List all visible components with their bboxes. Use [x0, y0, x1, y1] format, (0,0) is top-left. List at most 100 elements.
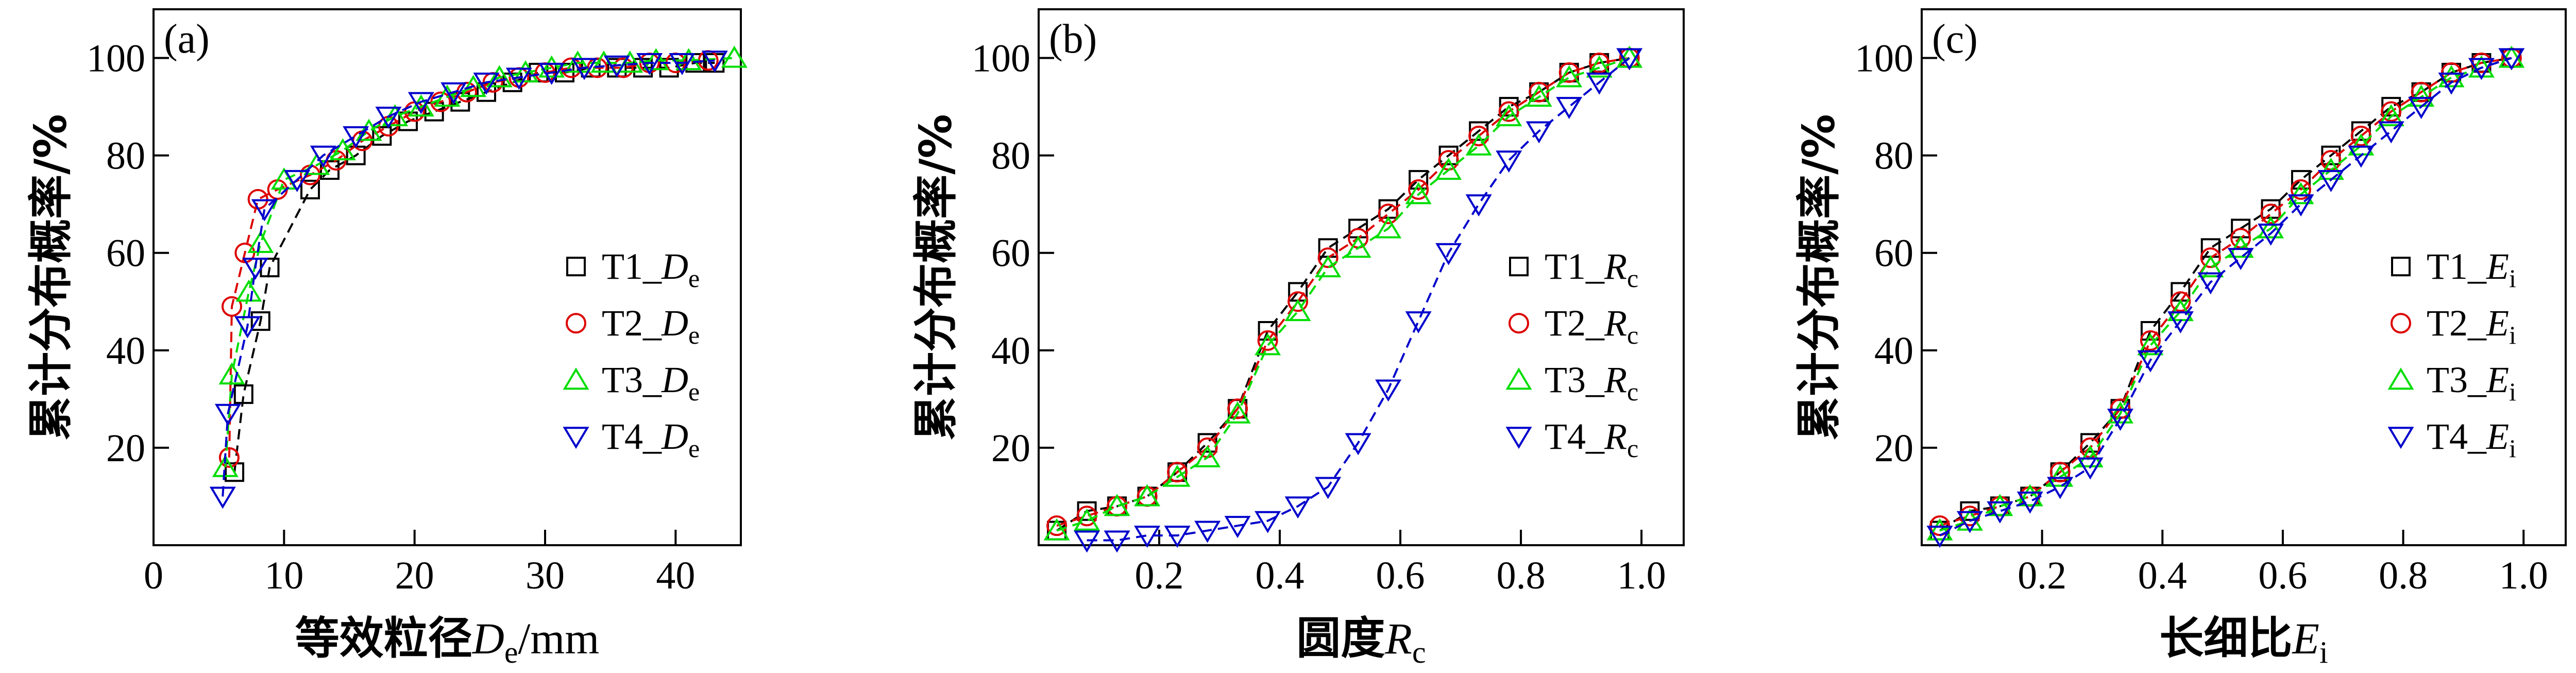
- plot-frame: [152, 8, 742, 546]
- data-point: [2047, 464, 2074, 487]
- x-tick-label: 1.0: [1617, 554, 1666, 597]
- legend-subscript: e: [688, 377, 700, 406]
- legend-subscript: i: [2509, 321, 2516, 349]
- x-tick-label: 40: [656, 554, 695, 597]
- legend-entry: T4_De: [563, 416, 700, 463]
- data-point: [1255, 511, 1281, 533]
- legend-name: T1_: [1545, 246, 1605, 287]
- x-tick-label: 10: [264, 554, 303, 597]
- x-tick-label: 0: [144, 554, 163, 597]
- data-point: [310, 145, 336, 168]
- legend-label: T1_De: [602, 246, 700, 293]
- data-point: [2137, 333, 2164, 356]
- data-point: [1616, 48, 1643, 71]
- data-point: [1224, 516, 1251, 539]
- x-tick-label: 30: [526, 554, 565, 597]
- data-point: [270, 167, 297, 190]
- legend-entry: T2_De: [566, 302, 700, 349]
- panel-label: (c): [1932, 16, 1978, 62]
- legend-subscript: e: [688, 264, 700, 293]
- data-point: [1255, 333, 1281, 356]
- data-point: [2258, 223, 2284, 246]
- legend-marker: [1509, 257, 1529, 277]
- legend-label: T3_De: [602, 359, 700, 406]
- data-point: [1104, 530, 1130, 553]
- data-point: [486, 65, 513, 88]
- legend-label: T2_Ei: [2427, 302, 2516, 349]
- data-point: [1284, 299, 1311, 322]
- data-point: [355, 119, 382, 141]
- legend-symbol: E: [2486, 246, 2509, 287]
- data-point: [235, 279, 262, 302]
- y-tick-label: 60: [1874, 232, 1913, 275]
- x-axis-label-unit: /mm: [518, 614, 600, 663]
- data-point: [440, 82, 467, 105]
- legend-subscript: c: [1627, 321, 1638, 349]
- series-triangle-up: [1926, 45, 2525, 541]
- data-point: [1345, 235, 1371, 258]
- data-point: [1284, 496, 1311, 519]
- x-tick-label: 0.8: [1497, 554, 1546, 597]
- data-point: [300, 179, 320, 199]
- data-point: [1375, 379, 1402, 402]
- x-axis-label-subscript: c: [1412, 635, 1426, 669]
- data-point: [2167, 311, 2194, 334]
- series-triangle-down: [1926, 48, 2525, 548]
- legend-subscript: i: [2509, 377, 2516, 406]
- data-point: [1956, 511, 1983, 533]
- data-point: [2438, 72, 2465, 95]
- data-point: [613, 57, 634, 78]
- data-point: [2227, 248, 2254, 271]
- legend-marker: [566, 313, 586, 334]
- legend-label: T2_De: [602, 302, 700, 349]
- data-point: [1556, 97, 1583, 120]
- x-axis-label-text: 等效粒径: [295, 613, 472, 664]
- legend-symbol: D: [661, 246, 688, 287]
- series-line: [1939, 57, 2512, 536]
- data-point: [642, 48, 669, 71]
- data-point: [1435, 158, 1462, 180]
- data-point: [2107, 409, 2134, 431]
- data-point: [408, 94, 434, 117]
- legend-name: T4_: [602, 416, 662, 457]
- series-square: [1930, 48, 2521, 541]
- legend-symbol: D: [661, 359, 688, 400]
- data-point: [1465, 194, 1492, 217]
- data-point: [1378, 204, 1399, 225]
- legend-symbol: E: [2486, 416, 2509, 457]
- data-point: [2047, 477, 2074, 499]
- y-tick-label: 60: [106, 232, 145, 275]
- data-point: [1526, 85, 1552, 107]
- series-line: [222, 59, 715, 497]
- legend-subscript: i: [2509, 264, 2516, 293]
- legend-subscript: i: [2509, 434, 2516, 463]
- data-point: [701, 51, 728, 73]
- legend-marker: [566, 257, 586, 277]
- y-tick-label: 40: [991, 329, 1030, 373]
- data-point: [1526, 121, 1552, 144]
- x-axis-label: 等效粒径De/mm: [295, 613, 599, 669]
- data-point: [1375, 216, 1402, 239]
- data-point: [2408, 97, 2435, 120]
- data-point: [1345, 433, 1371, 456]
- data-point: [1134, 526, 1161, 548]
- data-point: [1104, 494, 1130, 516]
- data-point: [2290, 179, 2311, 200]
- data-point: [408, 92, 434, 114]
- data-point: [1987, 494, 2013, 516]
- data-point: [2227, 235, 2254, 258]
- legend-marker: [2391, 257, 2411, 277]
- legend-symbol: R: [1604, 246, 1627, 287]
- data-point: [460, 75, 487, 97]
- x-tick-label: 1.0: [2499, 554, 2548, 597]
- data-point: [1287, 291, 1309, 312]
- y-tick-label: 100: [1855, 37, 1913, 80]
- data-point: [1315, 255, 1342, 278]
- x-axis-label-text: 长细比: [2159, 613, 2292, 664]
- legend-label: T4_Ei: [2427, 416, 2516, 463]
- legend-symbol: D: [661, 302, 688, 344]
- legend-subscript: e: [688, 321, 700, 349]
- y-tick-label: 60: [991, 232, 1030, 275]
